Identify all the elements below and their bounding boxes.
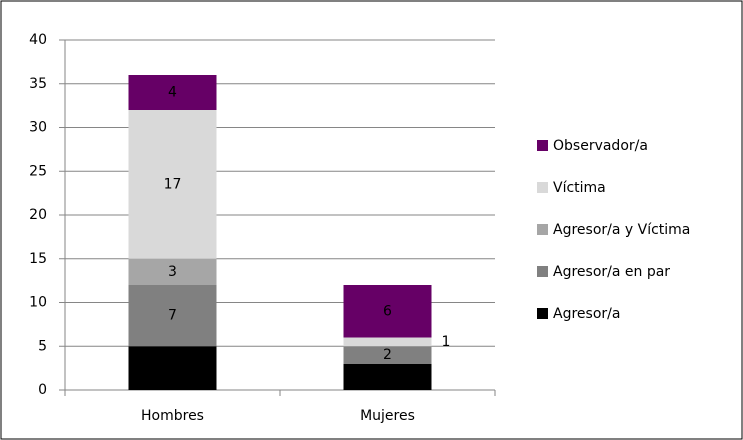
legend-swatch (537, 224, 548, 235)
bar-segment (128, 285, 217, 347)
legend-swatch (537, 308, 548, 319)
data-label: 3 (383, 369, 392, 385)
y-tick-label: 20 (29, 207, 47, 223)
legend-swatch (537, 140, 548, 151)
data-label: 4 (168, 85, 177, 101)
y-tick-label: 35 (29, 76, 47, 92)
bar-segment (343, 363, 432, 390)
x-tick-label: Mujeres (360, 408, 415, 424)
data-label: 6 (383, 303, 392, 319)
y-tick-label: 25 (29, 163, 47, 179)
data-label: 7 (168, 308, 177, 324)
bar-segment (343, 285, 432, 338)
x-tick-label: Hombres (141, 408, 204, 424)
data-label: 1 (442, 334, 451, 350)
data-label: 3 (168, 264, 177, 280)
data-label: 2 (383, 347, 392, 363)
y-tick-label: 30 (29, 120, 47, 136)
bar-segment (128, 110, 217, 259)
legend-label: Víctima (553, 180, 606, 196)
y-tick-label: 10 (29, 295, 47, 311)
y-tick-label: 40 (29, 32, 47, 48)
y-tick-label: 0 (38, 382, 47, 398)
y-tick-label: 5 (38, 338, 47, 354)
legend-label: Agresor/a (553, 306, 620, 322)
bar-segment (128, 75, 217, 110)
legend-label: Agresor/a y Víctima (553, 222, 690, 238)
legend-swatch (537, 266, 548, 277)
bar-segment (128, 258, 217, 285)
data-label: 17 (164, 176, 182, 192)
legend-label: Agresor/a en par (553, 264, 670, 280)
bar-segment (343, 346, 432, 364)
legend-label: Observador/a (553, 138, 648, 154)
bar-segment (343, 337, 432, 347)
y-tick-label: 15 (29, 251, 47, 267)
bar-segment (128, 346, 217, 390)
data-label: 5 (168, 360, 177, 376)
legend-swatch (537, 182, 548, 193)
